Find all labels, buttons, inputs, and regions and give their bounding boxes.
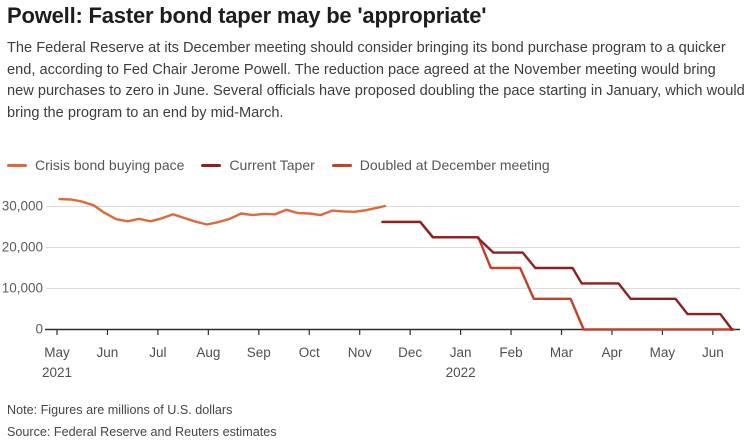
legend-label: Crisis bond buying pace <box>35 157 185 173</box>
legend-item-1: Crisis bond buying pace <box>7 157 184 173</box>
legend-swatch <box>7 163 27 167</box>
legend-label: Current Taper <box>229 157 315 173</box>
x-tick-label: Jun <box>97 345 119 360</box>
line-chart: 0 10,000 20,000 30,000 May 2021 Jun Jul Aug Sep Oc… <box>2 197 740 380</box>
chart-source: Source: Federal Reserve and Reuters esti… <box>7 424 277 439</box>
legend-item-3: Doubled at December meeting <box>331 157 550 173</box>
page-title: Powell: Faster bond taper may be 'approp… <box>7 3 487 28</box>
x-tick-label: May <box>44 345 70 360</box>
legend-label: Doubled at December meeting <box>359 157 550 173</box>
x-tick-label: May <box>650 345 676 360</box>
y-tick-label: 20,000 <box>2 240 43 255</box>
x-tick-label: Nov <box>348 345 372 360</box>
legend-swatch <box>331 163 352 167</box>
series-line-crisis-bond-buying-pace <box>58 197 387 226</box>
article-description: The Federal Reserve at its December meet… <box>7 40 745 122</box>
series-line-current-taper <box>381 220 734 331</box>
x-tick-label: Oct <box>299 345 320 360</box>
x-tick-label: Sep <box>247 345 271 360</box>
chart-area: 0 10,000 20,000 30,000 May 2021 Jun Jul Aug Sep Oc… <box>0 185 751 395</box>
x-tick-label: Mar <box>550 345 574 360</box>
chart-legend: Crisis bond buying pace Current Taper Doub… <box>7 157 550 173</box>
y-tick-label: 10,000 <box>2 281 43 296</box>
legend-swatch <box>201 163 222 167</box>
x-tick-year-label: 2021 <box>42 365 72 380</box>
chart-note: Note: Figures are millions of U.S. dolla… <box>7 403 233 417</box>
y-tick-label: 30,000 <box>2 199 43 214</box>
x-tick-label: Feb <box>499 345 522 360</box>
x-tick-label: Dec <box>398 345 422 360</box>
chart-footer: Note: Figures are millions of U.S. dolla… <box>7 400 277 443</box>
x-tick-label: Apr <box>601 345 623 360</box>
x-tick-year-label: 2022 <box>446 365 476 380</box>
x-tick-label: Jun <box>702 345 724 360</box>
legend-item-2: Current Taper <box>201 157 315 173</box>
x-tick-label: Jan <box>450 345 472 360</box>
y-tick-label: 0 <box>35 322 43 337</box>
x-tick-label: Aug <box>196 345 220 360</box>
x-tick-label: Jul <box>149 345 166 360</box>
